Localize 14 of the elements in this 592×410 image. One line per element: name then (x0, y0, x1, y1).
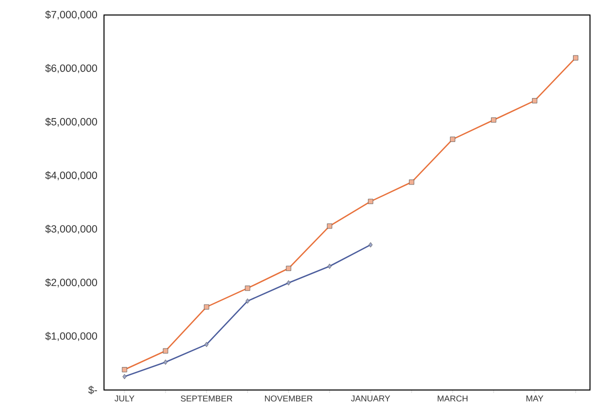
x-tick-label: SEPTEMBER (180, 396, 232, 402)
y-tick-label: $- (88, 386, 98, 394)
y-tick-label: $1,000,000 (45, 332, 98, 341)
y-tick-label: $4,000,000 (45, 171, 98, 180)
y-tick-label: $5,000,000 (45, 118, 98, 127)
y-tick-label: $3,000,000 (45, 224, 98, 234)
x-tick-label: JANUARY (351, 396, 390, 402)
y-tick-label: $2,000,000 (45, 278, 98, 288)
x-tick-label: NOVEMBER (265, 396, 312, 402)
x-tick-label: JULY (114, 396, 134, 402)
x-tick-label: MAY (526, 396, 544, 402)
y-tick-label: $7,000,000 (45, 10, 98, 20)
y-tick-label: $6,000,000 (45, 64, 98, 74)
x-tick-label: MARCH (438, 396, 468, 402)
